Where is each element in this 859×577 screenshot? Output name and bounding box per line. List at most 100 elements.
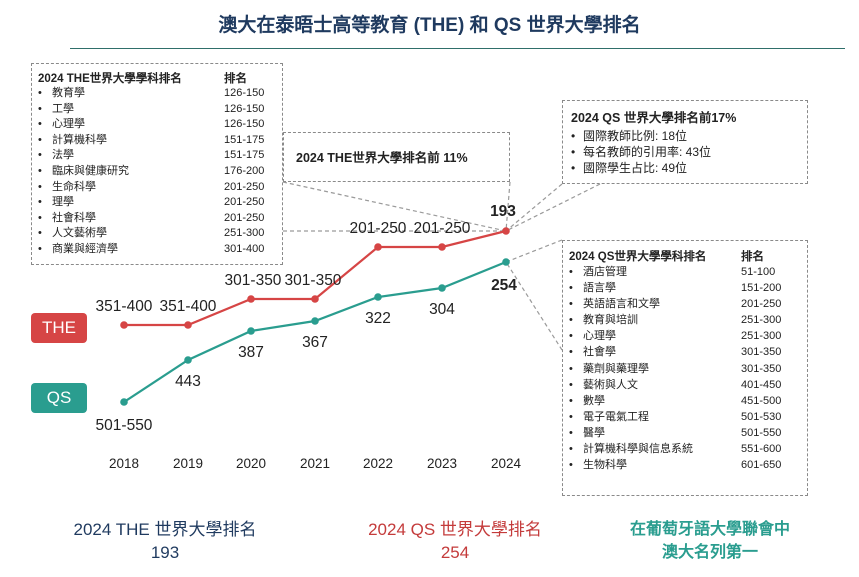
qs-subject-rank-header: 排名 <box>741 251 764 263</box>
subject-rank: 551-600 <box>741 443 782 456</box>
qs-value-label: 367 <box>302 334 328 351</box>
the-subject-item: • 商業與經濟學 301-400 <box>38 242 276 258</box>
subject-name: 人文藝術學 <box>52 227 107 240</box>
x-tick-label: 2018 <box>109 456 139 471</box>
x-tick-label: 2022 <box>363 456 393 471</box>
bullet: • <box>38 196 42 209</box>
qs-subject-item: • 醫學 501-550 <box>569 425 801 441</box>
subject-rank: 401-450 <box>741 378 782 391</box>
bullet: • <box>38 164 42 177</box>
bullet: • <box>569 330 573 343</box>
the-subject-item: • 工學 126-150 <box>38 102 276 118</box>
footer-lusophone: 在葡萄牙語大學聯會中 澳大名列第一 <box>590 518 830 564</box>
the-point <box>502 227 510 235</box>
bullet: • <box>571 161 576 175</box>
the-value-label: 201-250 <box>414 220 471 237</box>
the-top-percent-callout: 2024 THE世界大學排名前 11% <box>283 132 510 182</box>
qs-callout-header: 2024 QS 世界大學排名前17% <box>571 111 737 125</box>
qs-subject-item: • 語言學 151-200 <box>569 280 801 296</box>
subject-rank: 251-300 <box>741 314 782 327</box>
qs-subject-header: 2024 QS世界大學學科排名 <box>569 251 707 263</box>
footer-qs-ranking: 2024 QS 世界大學排名 254 <box>330 518 580 564</box>
bullet: • <box>569 378 573 391</box>
the-point <box>374 243 382 251</box>
the-point <box>438 243 446 251</box>
subject-name: 心理學 <box>52 118 85 131</box>
qs-point <box>120 398 128 406</box>
subject-rank: 126-150 <box>224 118 265 131</box>
qs-subject-ranking-box: 2024 QS世界大學學科排名 排名 • 酒店管理 51-100 • 語言學 151-20… <box>562 240 808 496</box>
subject-rank: 251-300 <box>741 330 782 343</box>
subject-rank: 126-150 <box>224 87 265 99</box>
bullet: • <box>569 459 573 472</box>
subject-name: 商業與經濟學 <box>52 242 118 255</box>
the-value-label: 301-350 <box>225 272 282 289</box>
qs-point <box>311 317 319 325</box>
callout-connector-line <box>505 239 563 263</box>
the-subject-header: 2024 THE世界大學學科排名 <box>38 73 182 85</box>
subject-rank: 301-350 <box>741 346 782 359</box>
subject-name: 計算機科學與信息系統 <box>583 443 693 456</box>
the-series-tag: THE <box>31 313 87 343</box>
subject-rank: 176-200 <box>224 164 265 177</box>
qs-series-tag: QS <box>31 383 87 413</box>
the-point <box>311 295 319 303</box>
subject-rank: 501-550 <box>741 426 782 439</box>
callout-connector-line <box>505 261 563 351</box>
bullet: • <box>38 211 42 224</box>
footer-the-title: 2024 THE 世界大學排名 <box>73 520 257 539</box>
bullet: • <box>38 149 42 162</box>
subject-rank: 501-530 <box>741 410 782 423</box>
subject-rank: 201-250 <box>224 196 265 209</box>
the-subject-item: • 人文藝術學 251-300 <box>38 226 276 242</box>
footer-the-ranking: 2024 THE 世界大學排名 193 <box>40 518 290 564</box>
subject-rank: 126-150 <box>224 102 265 115</box>
qs-subject-item: • 藝術與人文 401-450 <box>569 377 801 393</box>
x-tick-label: 2019 <box>173 456 203 471</box>
x-tick-label: 2024 <box>491 456 522 471</box>
subject-rank: 51-100 <box>741 266 776 278</box>
the-value-label: 351-400 <box>96 298 153 315</box>
qs-value-label: 443 <box>175 373 201 390</box>
qs-callout-list: • 國際教師比例: 18位 • 每名教師的引用率: 43位 • 國際學生占比: 49位 <box>571 128 807 176</box>
subject-name: 社會學 <box>583 346 616 359</box>
subject-name: 藝術與人文 <box>583 378 638 391</box>
qs-point <box>438 284 446 292</box>
qs-point <box>184 356 192 364</box>
subject-rank: 601-650 <box>741 459 782 472</box>
qs-subject-item: • 酒店管理 51-100 <box>569 264 801 280</box>
the-point <box>120 321 128 329</box>
the-subject-item: • 社會科學 201-250 <box>38 211 276 227</box>
bullet: • <box>569 346 573 359</box>
bullet: • <box>38 180 42 193</box>
footer-lusophone-line1: 在葡萄牙語大學聯會中 <box>629 521 790 538</box>
subject-name: 語言學 <box>583 282 616 295</box>
callout-connector-line <box>505 183 601 232</box>
the-subject-item: • 生命科學 201-250 <box>38 180 276 196</box>
subject-rank: 201-250 <box>224 180 265 193</box>
callout-connector-line <box>505 181 511 232</box>
subject-rank: 251-300 <box>224 227 265 240</box>
callout-connectors <box>282 181 601 351</box>
subject-rank: 301-350 <box>741 362 782 375</box>
the-value-label: 193 <box>490 203 516 220</box>
qs-callout-text: 國際教師比例: 18位 <box>583 129 688 143</box>
qs-subject-item: • 數學 451-500 <box>569 393 801 409</box>
the-subject-ranking-box: 2024 THE世界大學學科排名 排名 • 教育學 126-150 • 工學 126-15… <box>31 63 283 265</box>
qs-callout-item: • 國際學生占比: 49位 <box>571 160 807 176</box>
bullet: • <box>569 314 573 327</box>
bullet: • <box>38 102 42 115</box>
subject-name: 工學 <box>52 102 74 115</box>
qs-subject-item: • 英語語言和文學 201-250 <box>569 296 801 312</box>
qs-point <box>247 327 255 335</box>
subject-rank: 301-400 <box>224 242 265 255</box>
bullet: • <box>38 242 42 255</box>
subject-name: 教育與培訓 <box>583 314 638 327</box>
title-divider <box>70 48 845 49</box>
bullet: • <box>38 133 42 146</box>
subject-rank: 151-175 <box>224 149 265 162</box>
bullet: • <box>569 426 573 439</box>
subject-name: 電子電氣工程 <box>583 410 649 423</box>
qs-callout-item: • 國際教師比例: 18位 <box>571 128 807 144</box>
